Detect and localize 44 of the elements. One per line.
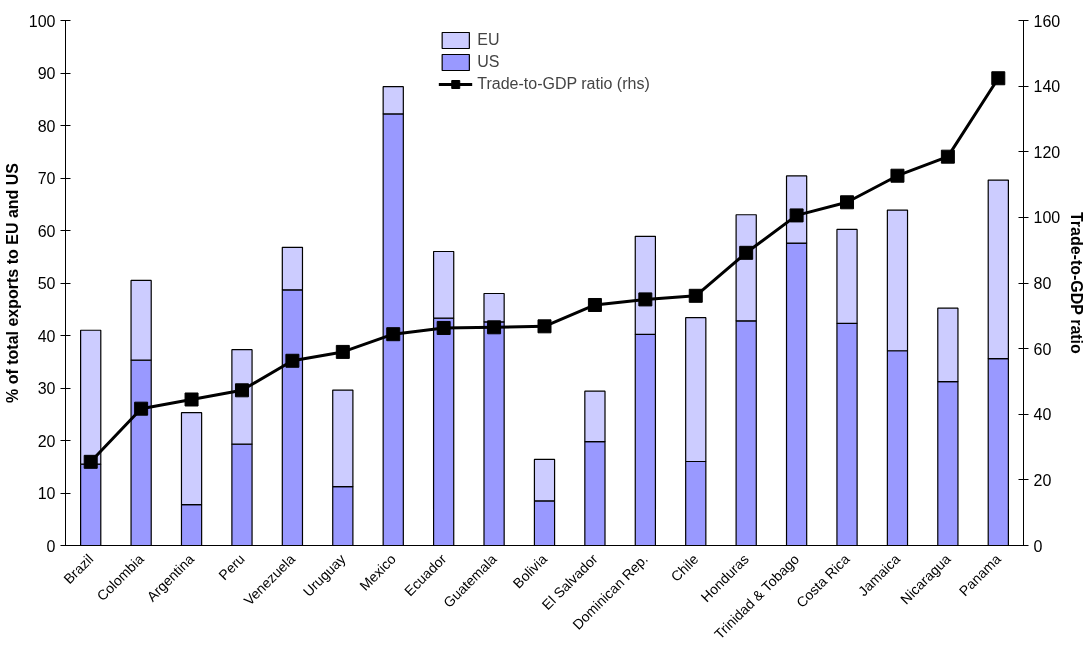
point (386, 327, 401, 342)
y2-axis-title: Trade-to-GDP ratio (1068, 211, 1086, 355)
y2-tick-label: 160 (1033, 12, 1061, 30)
y2-tick-label: 40 (1033, 406, 1052, 424)
y2-tick-label: 120 (1033, 143, 1061, 161)
point (83, 454, 98, 469)
point (285, 353, 300, 368)
y-tick-label: 90 (37, 65, 56, 82)
point (335, 344, 350, 359)
point (134, 401, 149, 416)
point (587, 297, 602, 312)
point (991, 71, 1006, 86)
point (234, 383, 249, 398)
point (537, 319, 552, 334)
y-tick-label: 80 (37, 117, 56, 135)
legend-label: US (477, 53, 500, 71)
point (638, 292, 653, 307)
y2-tick-label: 0 (1033, 537, 1043, 555)
y2-tick-label: 80 (1033, 275, 1052, 292)
y-tick-label: 40 (37, 327, 56, 345)
y-tick-label: 10 (37, 485, 56, 502)
y-tick-label: 30 (37, 380, 56, 397)
point (739, 245, 754, 260)
y-tick-label: 60 (37, 222, 56, 240)
point (789, 208, 804, 223)
y2-tick-label: 140 (1033, 78, 1061, 96)
y-tick-label: 20 (37, 432, 56, 450)
y2-tick-label: 60 (1033, 340, 1052, 358)
y2-tick-label: 20 (1033, 471, 1052, 489)
point (184, 392, 199, 407)
point (688, 288, 703, 303)
point (940, 149, 955, 164)
y2-tick-label: 100 (1033, 209, 1061, 227)
legend-label: EU (477, 31, 500, 49)
y-tick-label: 70 (37, 170, 56, 187)
y-tick-label: 100 (28, 12, 56, 30)
y-tick-label: 0 (46, 537, 56, 555)
legend-label: Trade-to-GDP ratio (rhs) (477, 75, 650, 93)
point (487, 320, 502, 335)
point (436, 320, 451, 335)
y-axis-title: % of total exports to EU and US (3, 162, 21, 404)
point (840, 195, 855, 210)
y-tick-label: 50 (37, 275, 56, 292)
point (890, 168, 905, 183)
